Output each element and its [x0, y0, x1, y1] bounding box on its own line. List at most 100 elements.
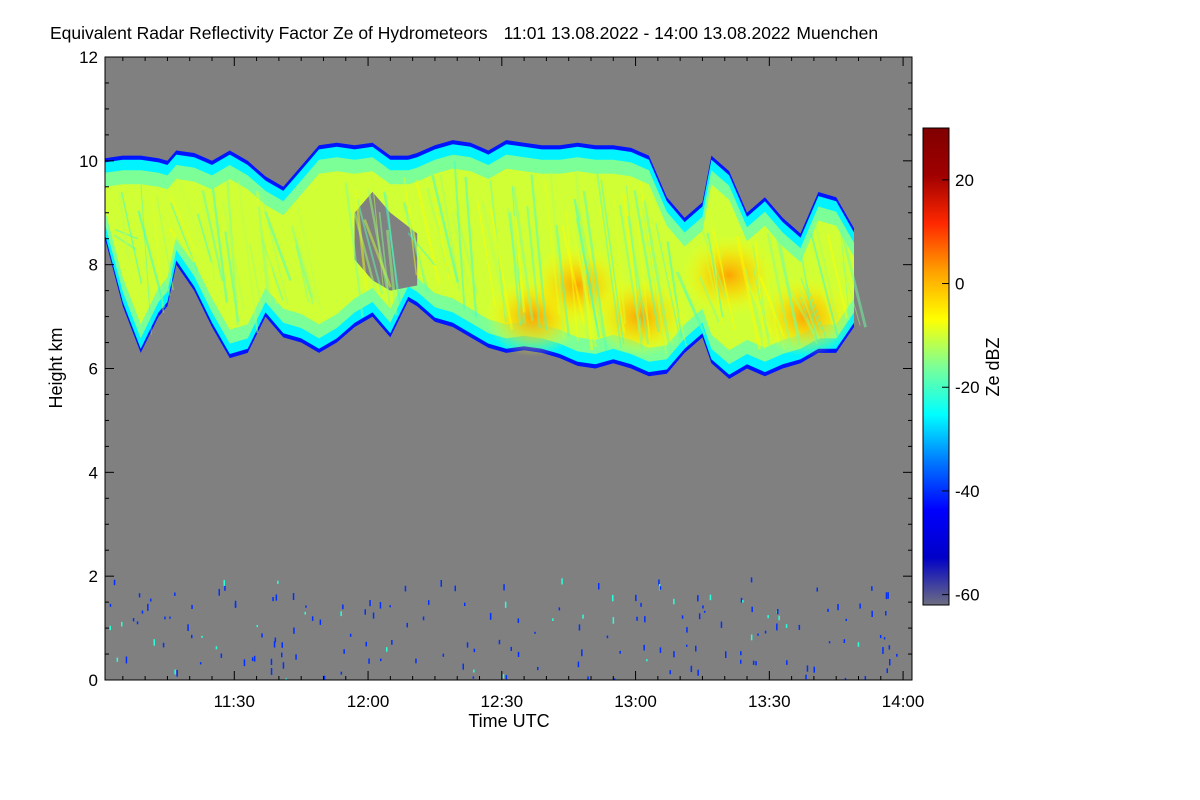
fall-streak — [811, 260, 835, 327]
fall-streak — [746, 282, 773, 335]
fall-streak — [530, 174, 548, 331]
x-tick-label: 13:00 — [614, 692, 657, 711]
clutter-pixel — [640, 602, 642, 607]
clutter-pixel — [658, 584, 661, 591]
fall-streak — [120, 191, 143, 285]
clutter-pixel — [147, 603, 149, 611]
clutter-pixel — [113, 579, 116, 586]
clutter-pixel — [517, 651, 520, 657]
fall-streak — [636, 218, 651, 339]
fall-streak — [512, 186, 534, 322]
clutter-pixel — [690, 665, 693, 673]
clutter-pixel — [827, 608, 829, 612]
clutter-pixel — [109, 625, 111, 631]
clutter-pixel — [292, 593, 295, 600]
clutter-pixel — [703, 610, 706, 613]
fall-streak — [295, 245, 314, 305]
clutter-pixel — [505, 675, 508, 680]
clutter-pixel — [828, 641, 831, 644]
fall-streak — [666, 241, 683, 338]
clutter-pixel — [887, 592, 889, 599]
clutter-pixel — [256, 625, 258, 628]
clutter-pixel — [764, 630, 767, 634]
clutter-pixel — [598, 583, 600, 590]
clutter-pixel — [454, 585, 456, 592]
clutter-pixel — [740, 659, 742, 664]
clutter-pixel — [681, 615, 684, 619]
x-tick-label: 11:30 — [214, 692, 255, 711]
clutter-pixel — [885, 611, 887, 616]
colorbar-tick-label: 0 — [955, 275, 964, 294]
y-axis-label: Height km — [46, 327, 66, 408]
clutter-pixel — [577, 661, 580, 668]
fall-streak — [650, 213, 673, 345]
clutter-pixel — [162, 642, 165, 648]
clutter-pixel — [150, 598, 152, 602]
clutter-pixel — [141, 610, 144, 614]
clutter-pixel — [776, 623, 778, 631]
fall-streak — [806, 283, 828, 340]
fall-streak — [140, 184, 152, 335]
clutter-pixel — [340, 611, 342, 617]
fall-streak — [526, 206, 541, 329]
fall-streak — [810, 233, 839, 338]
clutter-pixel — [757, 633, 759, 636]
x-axis-label: Time UTC — [468, 711, 549, 731]
clutter-pixel — [121, 621, 123, 627]
clutter-pixel — [646, 659, 648, 662]
clutter-pixel — [422, 616, 425, 621]
clutter-pixel — [281, 652, 283, 658]
clutter-pixel — [896, 653, 898, 657]
clutter-pixel — [619, 650, 621, 654]
clutter-pixel — [503, 584, 505, 591]
clutter-pixel — [669, 670, 671, 675]
fall-streak — [826, 234, 848, 319]
clutter-pixel — [295, 654, 297, 660]
fall-streak — [433, 196, 451, 281]
clutter-pixel — [578, 624, 581, 631]
fall-streak — [297, 243, 319, 305]
chart-title: Equivalent Radar Reflectivity Factor Ze … — [50, 23, 878, 43]
reflectivity-data-layer — [105, 140, 898, 680]
clutter-pixel — [882, 647, 884, 654]
clutter-pixel — [582, 614, 584, 619]
fall-streak — [625, 185, 644, 341]
fall-streak — [481, 202, 509, 318]
clutter-pixel — [686, 627, 688, 633]
clutter-pixel — [372, 612, 375, 619]
clutter-pixel — [187, 624, 189, 631]
fall-streak — [675, 271, 704, 331]
fall-streak — [117, 190, 131, 261]
fall-streak — [664, 263, 687, 346]
fall-streak — [840, 230, 851, 321]
fall-streak — [151, 225, 171, 296]
clutter-pixel — [164, 616, 166, 620]
fall-streak — [543, 180, 561, 315]
clutter-pixel — [176, 670, 178, 677]
clutter-pixel — [201, 635, 203, 638]
clutter-pixel — [752, 660, 755, 665]
clutter-pixel — [534, 631, 536, 634]
fall-streak — [385, 229, 398, 316]
clutter-pixel — [464, 602, 466, 606]
fall-streak — [408, 204, 424, 284]
clutter-pixel — [136, 621, 139, 625]
clutter-pixel — [153, 639, 155, 646]
clutter-pixel — [277, 580, 279, 584]
clutter-pixel — [785, 624, 788, 628]
clutter-pixel — [673, 651, 675, 658]
fall-streak — [353, 212, 377, 293]
clutter-pixel — [369, 600, 371, 607]
fall-streak — [261, 238, 284, 301]
fall-streak — [699, 234, 723, 322]
fall-streak — [618, 204, 644, 350]
fall-streak — [221, 200, 246, 310]
fall-streak — [701, 229, 727, 299]
clutter-pixel — [349, 633, 352, 637]
clutter-pixel — [223, 579, 225, 586]
clutter-pixel — [885, 592, 888, 600]
x-axis: 11:30 12:00 12:30 13:00 13:30 14:00 — [122, 57, 924, 711]
clutter-pixel — [709, 594, 712, 601]
fall-streak — [431, 174, 459, 283]
